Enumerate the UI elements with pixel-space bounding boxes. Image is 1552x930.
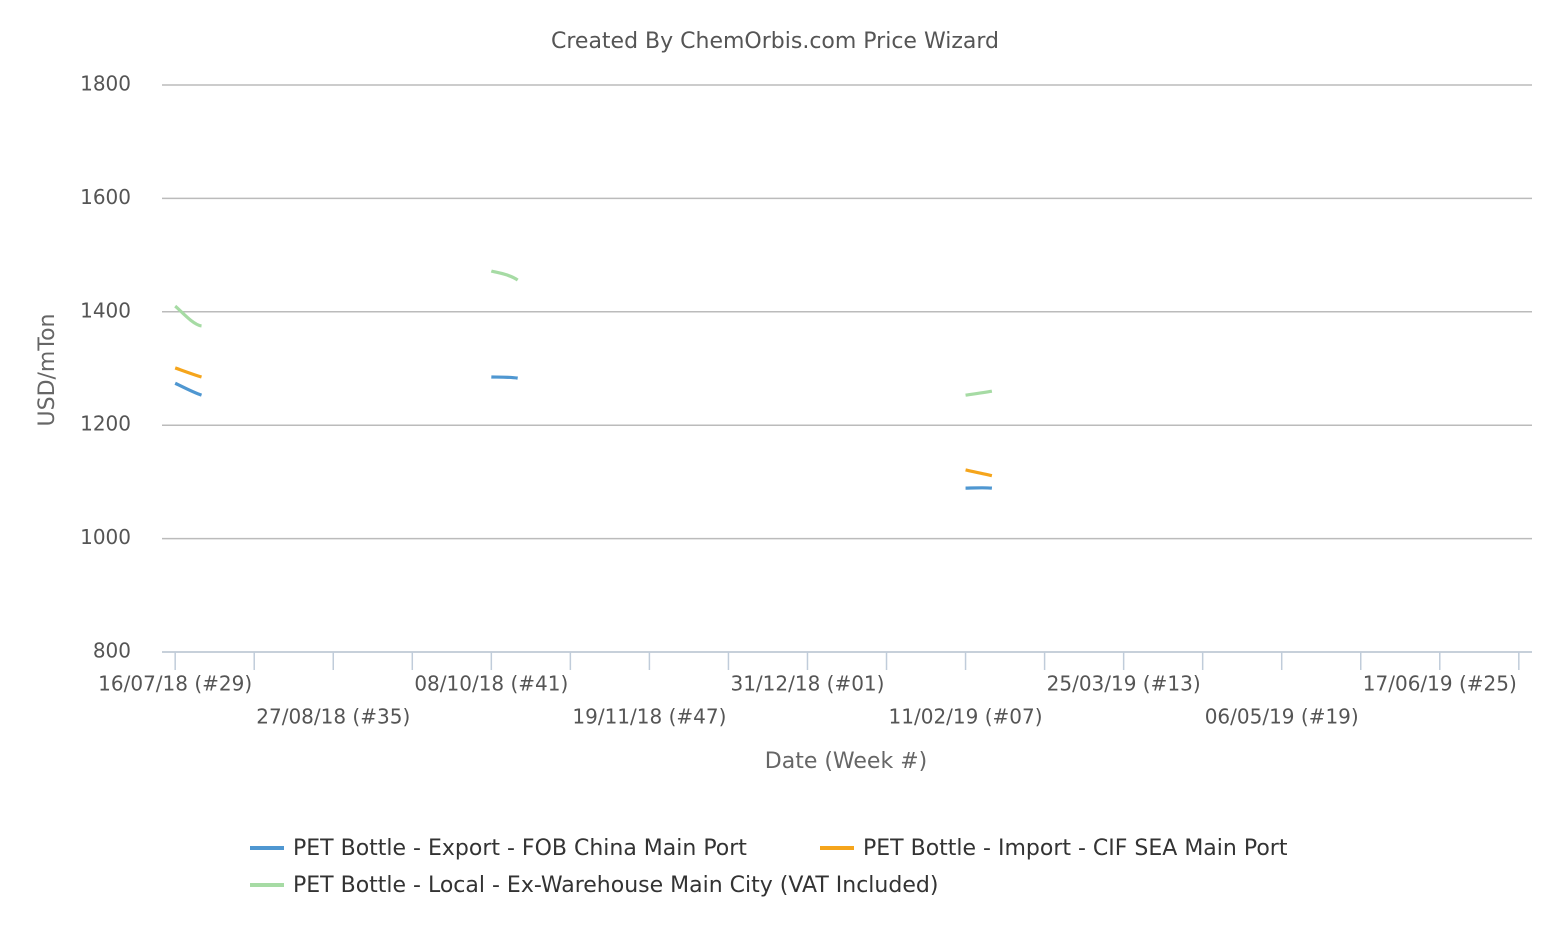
- y-tick-label: 1200: [80, 412, 131, 436]
- legend-label: PET Bottle - Export - FOB China Main Por…: [293, 836, 747, 861]
- y-tick-label: 1000: [80, 525, 131, 549]
- x-tick-label: 17/06/19 (#25): [1363, 672, 1517, 696]
- chart-title: Created By ChemOrbis.com Price Wizard: [551, 29, 999, 54]
- y-tick-label: 800: [93, 639, 131, 663]
- x-tick-label: 25/03/19 (#13): [1047, 672, 1201, 696]
- line-series: [491, 375, 518, 380]
- x-tick-label: 16/07/18 (#29): [98, 672, 252, 696]
- legend-label: PET Bottle - Local - Ex-Warehouse Main C…: [293, 873, 938, 898]
- y-axis-title: USD/mTon: [35, 314, 60, 427]
- x-axis-title: Date (Week #): [765, 749, 927, 774]
- line-series: [965, 389, 993, 397]
- y-tick-label: 1600: [80, 185, 131, 209]
- legend-label: PET Bottle - Import - CIF SEA Main Port: [863, 836, 1288, 861]
- x-tick-label: 11/02/19 (#07): [889, 705, 1043, 729]
- x-tick-label: 06/05/19 (#19): [1205, 705, 1359, 729]
- line-series: [174, 381, 203, 397]
- x-tick-label: 27/08/18 (#35): [256, 705, 410, 729]
- y-tick-label: 1800: [80, 72, 131, 96]
- y-tick-label: 1400: [80, 298, 131, 322]
- line-series: [174, 366, 202, 379]
- x-tick-label: 08/10/18 (#41): [414, 672, 568, 696]
- line-series: [174, 304, 202, 328]
- line-series: [965, 468, 993, 478]
- x-tick-label: 19/11/18 (#47): [572, 705, 726, 729]
- line-series: [490, 269, 519, 282]
- x-tick-label: 31/12/18 (#01): [730, 672, 884, 696]
